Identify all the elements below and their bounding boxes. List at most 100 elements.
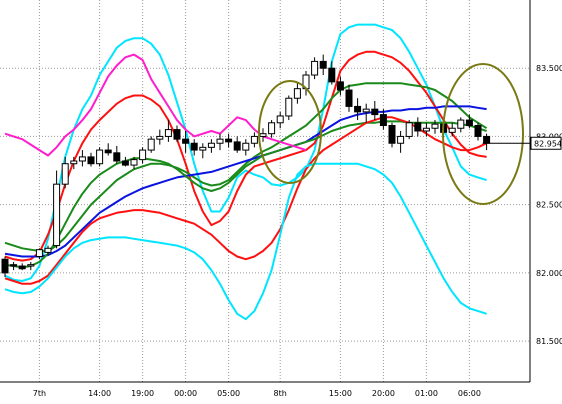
candle [405, 120, 413, 140]
candle-body [139, 149, 147, 161]
candle-body [362, 108, 370, 113]
candle [1, 256, 9, 277]
candle-body [414, 122, 422, 132]
candle [414, 117, 422, 137]
indicator-line [4, 23, 487, 282]
candle-body [87, 156, 95, 165]
candle-body [233, 141, 241, 151]
candle-body [242, 142, 250, 151]
candle-body [190, 142, 198, 151]
candle-body [156, 135, 164, 140]
x-tick-label: 15:00 [329, 389, 352, 398]
x-tick-label: 01:00 [415, 389, 438, 398]
candle [311, 57, 319, 80]
candle [113, 145, 121, 164]
candle-body [130, 159, 138, 166]
highlight-circle [442, 63, 524, 205]
candle-body [328, 67, 336, 83]
candle [216, 133, 224, 151]
candle [474, 122, 482, 141]
x-tick-label: 05:00 [217, 389, 240, 398]
candle [70, 156, 78, 170]
candle-body [457, 119, 465, 129]
highlight-circle [258, 80, 322, 184]
candle [431, 120, 439, 134]
candle-body [388, 125, 396, 144]
candle [397, 130, 405, 153]
candle [268, 120, 276, 138]
candle-body [10, 264, 18, 267]
candle [96, 147, 104, 167]
candle [104, 143, 112, 156]
candle [336, 76, 344, 96]
candle [121, 156, 129, 167]
candle-body [18, 265, 26, 270]
candle [250, 132, 258, 148]
candle [78, 150, 86, 167]
candle [362, 103, 370, 123]
highlight-circles [258, 63, 524, 205]
indicator-lines [4, 23, 488, 321]
gridlines [0, 0, 530, 382]
x-tick-label: 8th [274, 389, 287, 398]
candle-body [345, 89, 353, 107]
indicator-line [4, 105, 487, 258]
candle-body [216, 138, 224, 144]
candle [345, 84, 353, 112]
candlesticks [1, 54, 491, 277]
last-price-label: 82.954 [534, 139, 562, 148]
candle [87, 152, 95, 167]
candle-body [285, 97, 293, 117]
candle-body [164, 129, 172, 137]
candle [130, 156, 138, 170]
x-tick-label: 19:00 [131, 389, 154, 398]
candle [465, 114, 473, 129]
candle-body [44, 247, 52, 253]
candle [242, 139, 250, 156]
candle [371, 100, 379, 121]
candle [388, 122, 396, 148]
candle [139, 147, 147, 164]
y-tick-label: 81.500 [536, 337, 562, 346]
candle [27, 261, 35, 271]
x-tick-labels: 7th 14:00 19:00 00:00 05:00 8th 15:00 20:00 01:0… [33, 389, 481, 398]
candle-body [268, 122, 276, 135]
candle [10, 261, 18, 271]
candle-body [311, 60, 319, 76]
candle [448, 122, 456, 137]
candle-body [250, 135, 258, 144]
candle [61, 156, 69, 189]
candle-body [147, 138, 155, 151]
candle [199, 143, 207, 159]
candle-body [207, 142, 215, 148]
candle-body [397, 135, 405, 144]
candle-body [113, 152, 121, 162]
candle-body [173, 129, 181, 140]
candle-body [405, 122, 413, 137]
y-tick-label: 82.000 [536, 269, 562, 278]
x-tick-label: 20:00 [372, 389, 395, 398]
candle [147, 136, 155, 153]
y-tick-label: 82.500 [536, 201, 562, 210]
indicator-line [4, 162, 487, 321]
indicator-line [4, 82, 488, 252]
candle [354, 98, 362, 121]
indicator-line [4, 53, 307, 157]
x-tick-label: 06:00 [458, 389, 481, 398]
candle-body [199, 146, 207, 151]
candle [293, 81, 301, 104]
x-tick-label: 00:00 [174, 389, 197, 398]
candle [422, 122, 430, 137]
candle [18, 263, 26, 271]
candle-body [336, 81, 344, 91]
candle-body [371, 108, 379, 116]
indicator-line [4, 50, 487, 262]
candle [328, 61, 336, 85]
axes [0, 0, 531, 383]
candle [156, 129, 164, 145]
candle-body [78, 156, 86, 162]
candle [53, 170, 61, 249]
candle-body [319, 60, 327, 69]
